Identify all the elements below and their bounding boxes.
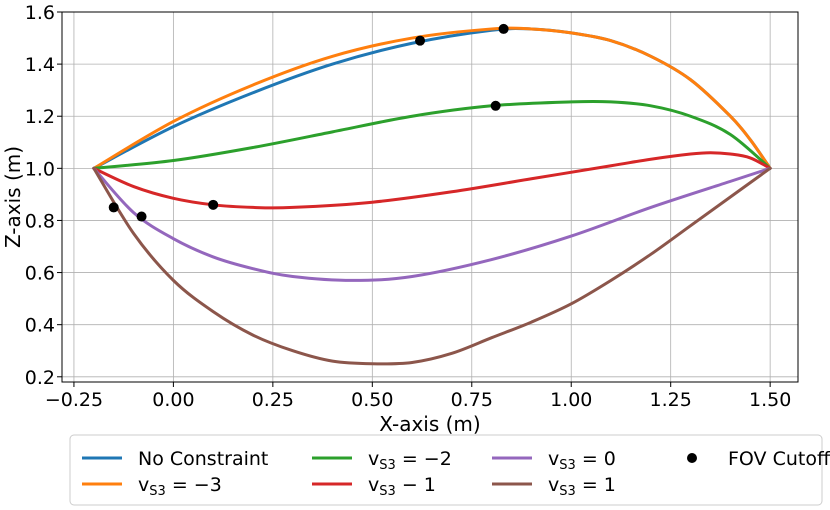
legend-label: vS3 = −3 bbox=[138, 474, 222, 499]
y-tick-label: 0.6 bbox=[25, 263, 55, 285]
series-line-3 bbox=[92, 151, 772, 210]
series-line-0 bbox=[92, 27, 772, 170]
legend-label: vS3 = −2 bbox=[368, 448, 452, 473]
legend-box bbox=[69, 434, 823, 506]
y-tick-label: 1.6 bbox=[25, 2, 55, 24]
y-ticks: 0.2 0.4 0.6 0.8 1.0 1.2 1.4 1.6 bbox=[25, 2, 62, 389]
x-tick-label: 0.25 bbox=[252, 389, 294, 411]
legend-label: vS3 = 0 bbox=[548, 448, 616, 473]
y-tick-label: 0.8 bbox=[25, 210, 55, 232]
fov-cutoff-point bbox=[415, 35, 426, 46]
x-tick-label: 0.75 bbox=[451, 389, 493, 411]
y-tick-label: 1.2 bbox=[25, 106, 55, 128]
y-tick-label: 0.2 bbox=[25, 367, 55, 389]
fov-cutoff-point bbox=[498, 23, 509, 34]
fov-cutoff-point bbox=[208, 199, 219, 210]
x-tick-label: 1.00 bbox=[550, 389, 592, 411]
legend-marker bbox=[687, 453, 697, 463]
fov-cutoff-points bbox=[108, 23, 509, 222]
fov-cutoff-point bbox=[490, 100, 501, 111]
y-axis-label: Z-axis (m) bbox=[1, 146, 25, 248]
legend-item: vS3 − 1 bbox=[312, 474, 436, 499]
series-line-5 bbox=[92, 166, 772, 366]
x-tick-label: 0.50 bbox=[351, 389, 393, 411]
x-tick-label: 1.25 bbox=[650, 389, 692, 411]
legend-item: vS3 = 0 bbox=[492, 448, 616, 473]
x-ticks: −0.25 0.00 0.25 0.50 0.75 1.00 1.25 1.50 bbox=[45, 382, 791, 411]
x-tick-label: −0.25 bbox=[45, 389, 103, 411]
series-line-4 bbox=[92, 166, 772, 282]
x-axis-label: X-axis (m) bbox=[379, 412, 480, 436]
legend-item: vS3 = 1 bbox=[492, 474, 616, 499]
y-tick-label: 1.0 bbox=[25, 158, 55, 180]
fov-cutoff-point bbox=[136, 211, 147, 222]
plot-frame bbox=[61, 11, 799, 383]
y-tick-label: 1.4 bbox=[25, 54, 55, 76]
legend-label: No Constraint bbox=[138, 448, 268, 470]
series-line-1 bbox=[92, 26, 772, 170]
legend-item: vS3 = −3 bbox=[82, 474, 222, 499]
grid bbox=[62, 11, 798, 382]
legend-item: vS3 = −2 bbox=[312, 448, 452, 473]
y-tick-label: 0.4 bbox=[25, 315, 55, 337]
legend-label: FOV Cutoff bbox=[728, 448, 830, 470]
x-tick-label: 1.50 bbox=[749, 389, 791, 411]
fov-cutoff-point bbox=[108, 202, 119, 213]
legend-item: No Constraint bbox=[82, 448, 268, 470]
series-lines bbox=[92, 26, 772, 366]
x-tick-label: 0.00 bbox=[152, 389, 194, 411]
series-line-2 bbox=[92, 99, 772, 170]
legend-label: vS3 = 1 bbox=[548, 474, 616, 499]
legend-item: FOV Cutoff bbox=[687, 448, 830, 470]
legend-label: vS3 − 1 bbox=[368, 474, 436, 499]
